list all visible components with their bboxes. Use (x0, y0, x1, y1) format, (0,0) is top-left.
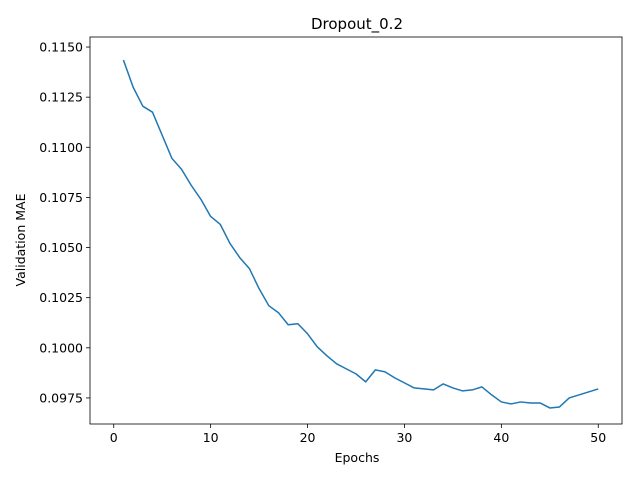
y-tick-label: 0.0975 (39, 390, 83, 405)
plot-area (89, 36, 623, 425)
x-tick-label: 0 (110, 430, 118, 445)
chart-title: Dropout_0.2 (311, 15, 403, 34)
x-tick-label: 30 (396, 430, 412, 445)
plot-frame (89, 36, 623, 425)
x-axis-title: Epochs (335, 450, 380, 465)
x-tick-label: 50 (590, 430, 606, 445)
y-tick-label: 0.1075 (39, 190, 83, 205)
x-tick-label: 10 (203, 430, 219, 445)
y-tick-label: 0.1100 (39, 140, 83, 155)
y-tick-label: 0.1025 (39, 290, 83, 305)
y-axis: 0.0975 0.1000 0.1025 0.1050 0.1075 0.1100 0.11… (39, 40, 90, 405)
y-tick-label: 0.1125 (39, 90, 83, 105)
x-axis: 0 10 20 30 40 50 (110, 424, 606, 445)
series-line-0 (122, 59, 599, 409)
y-tick-label: 0.1050 (39, 240, 83, 255)
x-tick-label: 40 (493, 430, 509, 445)
x-tick-label: 20 (300, 430, 316, 445)
y-tick-label: 0.1000 (39, 340, 83, 355)
y-axis-title: Validation MAE (13, 193, 28, 286)
y-tick-label: 0.1150 (39, 40, 83, 55)
